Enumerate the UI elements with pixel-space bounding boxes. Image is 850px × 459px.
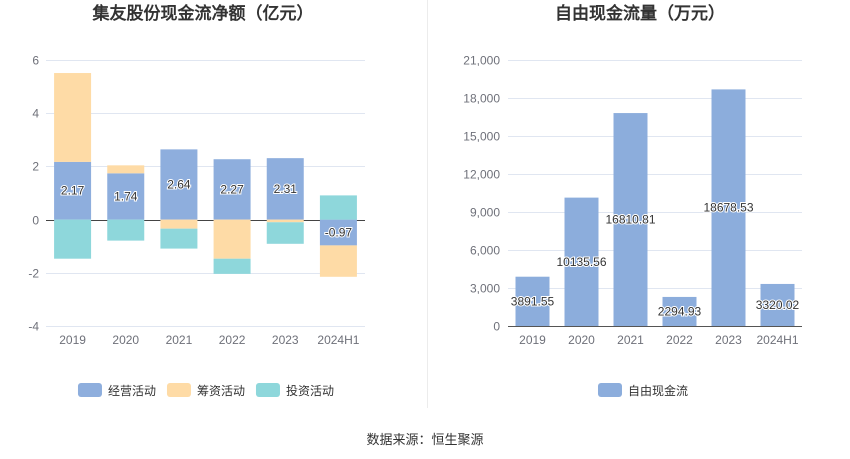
cashflow-bar-series-2-2019[interactable] [54, 219, 92, 259]
legend-label: 经营活动 [107, 383, 156, 398]
fcf-y-tick-label: 0 [493, 320, 500, 334]
cashflow-chart: -4 -2 0 2 4 6 2019 2020 2021 2022 2023 2024H1 2.17 1.… [28, 54, 365, 347]
fcf-data-label-2020: 10135.56 [556, 255, 606, 269]
fcf-data-label-2023: 18678.53 [703, 201, 753, 215]
fcf-chart: 0 3,000 6,000 9,000 12,000 15,000 18,000 21,000… [463, 54, 802, 347]
cashflow-bar-series-2-2020[interactable] [107, 219, 145, 241]
cashflow-bar-series-0-2019[interactable] [54, 161, 92, 220]
legend-item-operating[interactable]: 经营活动 [77, 382, 156, 398]
fcf-x-tick-label-2020: 2020 [568, 333, 595, 347]
cashflow-bar-series-0-2020[interactable] [107, 173, 145, 220]
cashflow-y-tick-label: 2 [32, 160, 39, 174]
cashflow-bar-series-0-2024H1[interactable] [319, 219, 357, 246]
cashflow-y-tick-label: 6 [32, 54, 39, 68]
cashflow-x-tick-label-2021: 2021 [166, 333, 193, 347]
fcf-y-tick-label: 15,000 [463, 130, 500, 144]
cashflow-y-tick-label: 4 [32, 107, 39, 121]
cashflow-bar-series-1-2024H1[interactable] [319, 245, 357, 277]
cashflow-bar-series-0-2022[interactable] [213, 159, 251, 220]
cashflow-bar-series-2-2024H1[interactable] [319, 195, 357, 220]
cashflow-bar-series-2-2022[interactable] [213, 258, 251, 274]
cashflow-bar-series-2-2023[interactable] [266, 222, 304, 244]
cashflow-y-tick-label: -2 [28, 267, 39, 281]
cashflow-bar-series-0-2023[interactable] [266, 158, 304, 220]
fcf-y-tick-label: 9,000 [470, 206, 500, 220]
cashflow-data-label-2020: 1.74 [114, 189, 138, 203]
cashflow-x-tick-label-2024H1: 2024H1 [317, 333, 359, 347]
legend-item-financing[interactable]: 筹资活动 [166, 382, 246, 398]
legend-label: 自由现金流 [627, 383, 689, 398]
cashflow-x-tick-label-2019: 2019 [59, 333, 86, 347]
legend-swatch [256, 383, 281, 397]
data-source-footer: 数据来源：恒生聚源 [366, 432, 484, 447]
cashflow-data-label-2021: 2.64 [167, 177, 191, 191]
cashflow-x-tick-label-2020: 2020 [112, 333, 139, 347]
legend-label: 筹资活动 [196, 383, 246, 398]
fcf-y-tick-label: 21,000 [463, 54, 500, 68]
fcf-data-label-2024H1: 3320.02 [756, 298, 800, 312]
fcf-x-tick-label-2024H1: 2024H1 [756, 333, 798, 347]
cashflow-data-label-2023: 2.31 [274, 182, 298, 196]
fcf-bar-series-0-2023[interactable] [711, 89, 746, 326]
cashflow-x-tick-label-2022: 2022 [219, 333, 246, 347]
legend-swatch [597, 383, 622, 397]
fcf-bar-series-0-2021[interactable] [613, 113, 648, 326]
legend-swatch [166, 383, 191, 397]
cashflow-chart-title: 集友股份现金流净额（亿元） [92, 4, 314, 23]
fcf-y-tick-label: 18,000 [463, 92, 500, 106]
fcf-bar-series-0-2019[interactable] [515, 276, 550, 326]
fcf-bar-series-0-2022[interactable] [662, 296, 697, 326]
fcf-y-tick-label: 3,000 [470, 282, 500, 296]
fcf-bar-series-0-2020[interactable] [564, 197, 599, 326]
legend-swatch [77, 383, 102, 397]
fcf-bar-series-0-2024H1[interactable] [760, 283, 795, 326]
fcf-x-tick-label-2023: 2023 [715, 333, 742, 347]
fcf-data-label-2022: 2294.93 [658, 304, 702, 318]
fcf-x-tick-label-2022: 2022 [666, 333, 693, 347]
fcf-x-tick-label-2021: 2021 [617, 333, 644, 347]
cashflow-legend: 经营活动 筹资活动 投资活动 [77, 382, 334, 398]
fcf-data-label-2021: 16810.81 [605, 213, 655, 227]
cashflow-x-tick-label-2023: 2023 [272, 333, 299, 347]
cashflow-bar-series-1-2019[interactable] [54, 73, 92, 162]
legend-item-free-cash-flow[interactable]: 自由现金流 [597, 382, 689, 398]
cashflow-bar-series-2-2021[interactable] [160, 228, 198, 249]
cashflow-bar-series-1-2021[interactable] [160, 219, 198, 229]
cashflow-data-label-2022: 2.27 [220, 182, 244, 196]
fcf-y-tick-label: 6,000 [470, 244, 500, 258]
cashflow-bar-series-1-2023[interactable] [266, 219, 304, 223]
cashflow-bar-series-1-2020[interactable] [107, 165, 145, 174]
fcf-x-tick-label-2019: 2019 [519, 333, 546, 347]
cashflow-data-label-2019: 2.17 [61, 184, 85, 198]
fcf-y-tick-label: 12,000 [463, 168, 500, 182]
legend-label: 投资活动 [286, 383, 335, 398]
fcf-legend: 自由现金流 [597, 382, 689, 398]
cashflow-bar-series-1-2022[interactable] [213, 219, 251, 259]
legend-item-investing[interactable]: 投资活动 [256, 382, 334, 398]
cashflow-data-label-2024H1: -0.97 [325, 226, 353, 240]
cashflow-y-tick-label: -4 [28, 320, 39, 334]
chart-divider [427, 0, 428, 408]
cashflow-y-tick-label: 0 [32, 214, 39, 228]
fcf-chart-title: 自由现金流量（万元） [555, 4, 725, 23]
fcf-data-label-2019: 3891.55 [511, 294, 555, 308]
cashflow-bar-series-0-2021[interactable] [160, 149, 198, 220]
